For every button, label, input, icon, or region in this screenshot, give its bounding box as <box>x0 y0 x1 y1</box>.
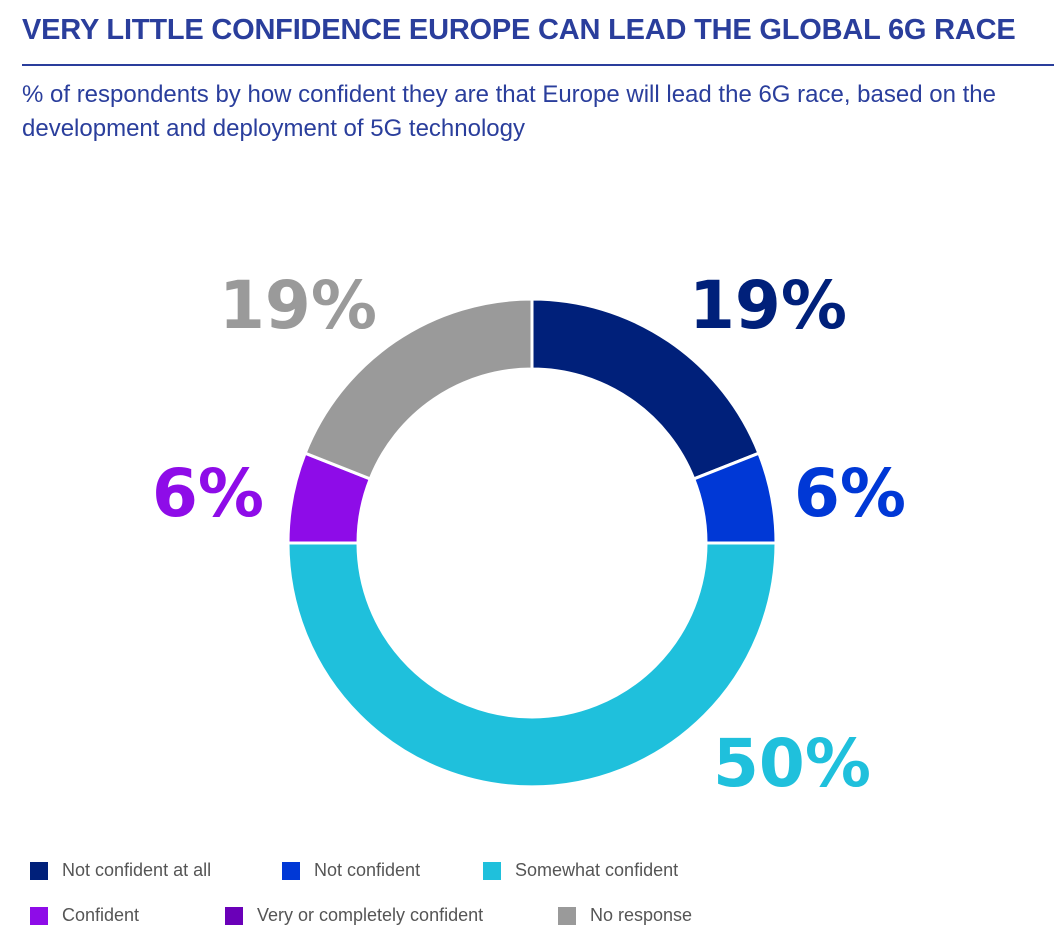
legend-item: Very or completely confident <box>225 905 483 926</box>
donut-slice-somewhat-confident <box>286 541 778 789</box>
donut-slice-no-response <box>303 297 534 481</box>
legend-swatch <box>483 861 501 880</box>
chart-title: VERY LITTLE CONFIDENCE EUROPE CAN LEAD T… <box>22 14 1016 46</box>
legend-swatch <box>558 906 576 925</box>
legend-label: Very or completely confident <box>257 905 484 925</box>
legend-item: Not confident <box>282 860 420 881</box>
legend-label: Confident <box>62 905 140 925</box>
legend-item: Somewhat confident <box>483 860 678 881</box>
legend-swatch <box>282 861 300 880</box>
legend-item: No response <box>558 905 692 926</box>
legend-swatch <box>225 906 243 925</box>
legend-label: Not confident <box>314 860 421 880</box>
legend-swatch <box>30 906 48 925</box>
data-label-no-response: 19% <box>219 267 377 344</box>
legend-item: Not confident at all <box>30 860 211 881</box>
data-label-somewhat-confident: 50% <box>713 725 871 802</box>
legend-label: Not confident at all <box>62 860 212 880</box>
data-label-confident: 6% <box>152 455 264 532</box>
legend-swatch <box>30 861 48 880</box>
title-underline <box>22 64 1054 66</box>
legend-label: Somewhat confident <box>515 860 679 880</box>
chart-subtitle: % of respondents by how confident they a… <box>22 81 996 142</box>
legend-label: No response <box>590 905 693 925</box>
data-label-not-confident-at-all: 19% <box>689 267 847 344</box>
legend-item: Confident <box>30 905 139 926</box>
data-label-not-confident: 6% <box>794 455 906 532</box>
